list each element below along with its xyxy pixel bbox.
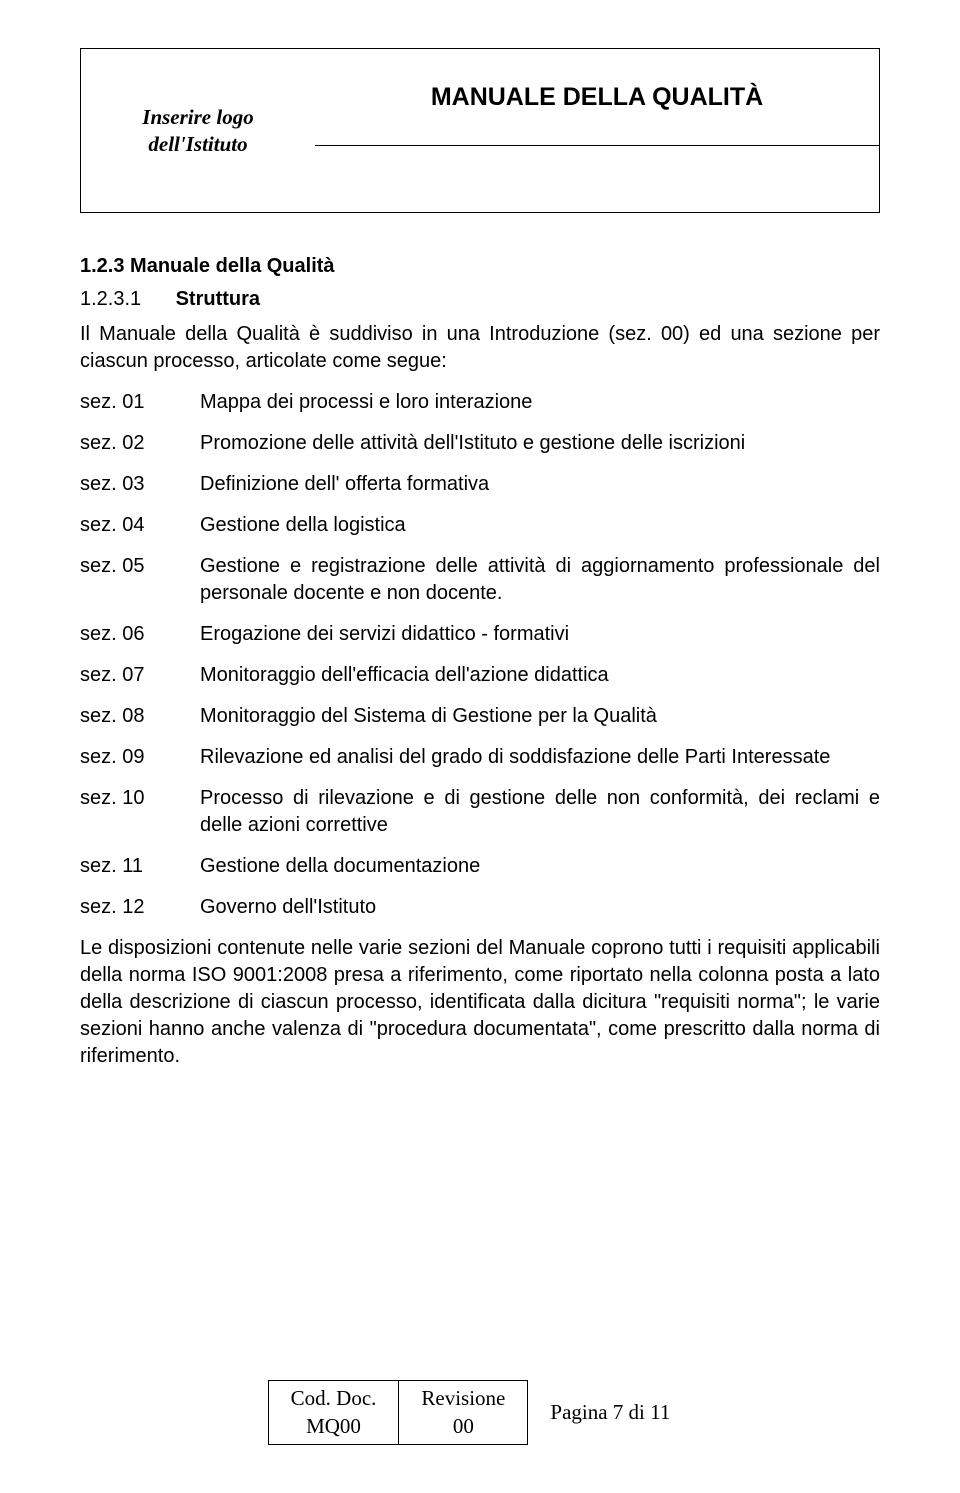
content: 1.2.3 Manuale della Qualità 1.2.3.1 Stru… [80,253,880,1070]
list-item-value: Definizione dell' offerta formativa [200,471,880,498]
list-item: sez. 08Monitoraggio del Sistema di Gesti… [80,703,880,730]
footer-wrap: Cod. Doc. MQ00 Revisione 00 Pagina 7 di … [0,1380,960,1445]
list-item-key: sez. 08 [80,703,200,730]
subsection-title: Struttura [176,288,260,310]
list-item-value: Gestione della documentazione [200,853,880,880]
section-list: sez. 01Mappa dei processi e loro interaz… [80,389,880,921]
list-item-key: sez. 01 [80,389,200,416]
list-item: sez. 10Processo di rilevazione e di gest… [80,785,880,839]
footer-coddoc-value: MQ00 [306,1414,361,1438]
subsection-number: 1.2.3.1 [80,286,170,313]
list-item: sez. 11Gestione della documentazione [80,853,880,880]
list-item-value: Monitoraggio del Sistema di Gestione per… [200,703,880,730]
list-item-key: sez. 05 [80,553,200,580]
list-item-key: sez. 12 [80,894,200,921]
footer-page: Pagina 7 di 11 [528,1381,692,1445]
logo-line2: dell'Istituto [148,132,247,156]
list-item: sez. 04Gestione della logistica [80,512,880,539]
list-item-key: sez. 02 [80,430,200,457]
list-item-value: Gestione e registrazione delle attività … [200,553,880,607]
subsection-heading: 1.2.3.1 Struttura [80,286,880,313]
intro-paragraph: Il Manuale della Qualità è suddiviso in … [80,321,880,375]
list-item: sez. 07Monitoraggio dell'efficacia dell'… [80,662,880,689]
section-heading: 1.2.3 Manuale della Qualità [80,253,880,280]
list-item-value: Gestione della logistica [200,512,880,539]
list-item-key: sez. 10 [80,785,200,812]
list-item: sez. 06Erogazione dei servizi didattico … [80,621,880,648]
closing-paragraph: Le disposizioni contenute nelle varie se… [80,935,880,1070]
footer-rev: Revisione 00 [399,1381,528,1445]
list-item-value: Processo di rilevazione e di gestione de… [200,785,880,839]
footer-rev-value: 00 [453,1414,474,1438]
page: Inserire logo dell'Istituto MANUALE DELL… [0,0,960,1493]
list-item: sez. 05Gestione e registrazione delle at… [80,553,880,607]
footer-coddoc-label: Cod. Doc. [291,1386,377,1410]
footer-coddoc: Cod. Doc. MQ00 [268,1381,399,1445]
list-item-key: sez. 03 [80,471,200,498]
list-item: sez. 02Promozione delle attività dell'Is… [80,430,880,457]
footer-table: Cod. Doc. MQ00 Revisione 00 Pagina 7 di … [268,1380,693,1445]
list-item: sez. 01Mappa dei processi e loro interaz… [80,389,880,416]
list-item-key: sez. 09 [80,744,200,771]
list-item-key: sez. 06 [80,621,200,648]
list-item-key: sez. 07 [80,662,200,689]
logo-line1: Inserire logo [142,105,253,129]
list-item-value: Monitoraggio dell'efficacia dell'azione … [200,662,880,689]
list-item-value: Mappa dei processi e loro interazione [200,389,880,416]
header-blank [315,146,880,213]
footer-rev-label: Revisione [421,1386,505,1410]
list-item: sez. 03Definizione dell' offerta formati… [80,471,880,498]
list-item-value: Governo dell'Istituto [200,894,880,921]
list-item-key: sez. 04 [80,512,200,539]
list-item: sez. 12Governo dell'Istituto [80,894,880,921]
list-item-value: Rilevazione ed analisi del grado di sodd… [200,744,880,771]
doc-title: MANUALE DELLA QUALITÀ [315,49,880,146]
list-item-key: sez. 11 [80,853,200,880]
list-item-value: Erogazione dei servizi didattico - forma… [200,621,880,648]
header-table: Inserire logo dell'Istituto MANUALE DELL… [80,48,880,213]
list-item: sez. 09Rilevazione ed analisi del grado … [80,744,880,771]
logo-placeholder: Inserire logo dell'Istituto [81,49,316,213]
list-item-value: Promozione delle attività dell'Istituto … [200,430,880,457]
